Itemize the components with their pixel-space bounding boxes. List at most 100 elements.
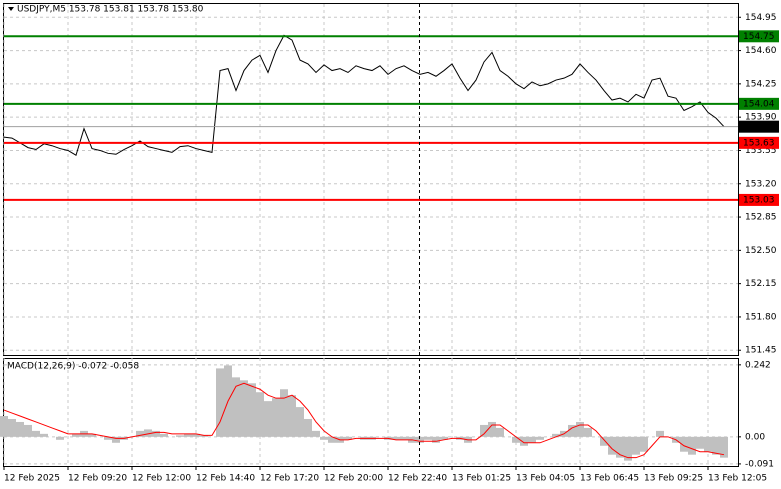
y-tick-label: 152.15 (745, 279, 777, 289)
level-label: 153.03 (743, 195, 775, 205)
histogram-bar (680, 436, 688, 452)
histogram-bar (496, 427, 504, 437)
histogram-bar (8, 418, 16, 437)
histogram-bar (320, 436, 328, 440)
histogram-bar (256, 392, 264, 437)
y-tick-label: 154.95 (745, 13, 777, 23)
histogram-bar (400, 436, 408, 440)
x-tick-label: 12 Feb 22:40 (388, 474, 447, 484)
histogram-bar (704, 436, 712, 452)
histogram-bar (192, 433, 200, 437)
x-tick-label: 12 Feb 17:20 (260, 474, 319, 484)
histogram-bar (240, 380, 248, 437)
histogram-bar (424, 436, 432, 440)
y-tick-label: 0.00 (745, 432, 765, 442)
histogram-bar (112, 436, 120, 443)
histogram-bar (32, 430, 40, 437)
histogram-bar (640, 436, 648, 452)
price-line (3, 34, 725, 156)
histogram-bar (136, 430, 144, 437)
histogram-bar (520, 436, 528, 446)
histogram-bar (216, 368, 224, 437)
histogram-bar (416, 436, 424, 443)
current-label: 153.80 (743, 122, 775, 132)
histogram-bar (176, 435, 184, 437)
x-tick-label: 13 Feb 04:05 (516, 474, 575, 484)
histogram-bar (440, 436, 448, 440)
y-tick-label: 154.25 (745, 79, 777, 89)
level-label-box (739, 97, 779, 110)
histogram-bar (296, 407, 304, 437)
histogram-bar (232, 377, 240, 437)
histogram-bar (264, 401, 272, 437)
level-label: 154.75 (743, 32, 775, 42)
histogram-bar (656, 430, 664, 437)
histogram-bar (688, 436, 696, 455)
histogram-bar (144, 429, 152, 437)
histogram-bar (56, 436, 64, 440)
y-tick-label: 152.50 (745, 246, 777, 256)
histogram-bar (536, 436, 544, 440)
x-tick-label: 13 Feb 01:25 (452, 474, 511, 484)
histogram-bar (24, 424, 32, 437)
histogram-bar (720, 436, 728, 458)
level-label-box (739, 193, 779, 206)
level-label: 153.63 (743, 138, 775, 148)
histogram-bar (600, 436, 608, 446)
histogram-bar (328, 436, 336, 443)
histogram-bar (152, 430, 160, 437)
histogram-bar (712, 436, 720, 455)
histogram-bar (0, 416, 8, 437)
histogram-bar (576, 421, 584, 437)
x-tick-label: 12 Feb 2025 (4, 474, 60, 484)
histogram-bar (584, 427, 592, 437)
histogram-bar (480, 424, 488, 437)
signal-line (3, 382, 725, 459)
histogram-bar (184, 433, 192, 437)
histogram-bar (488, 421, 496, 437)
histogram-bar (104, 436, 112, 440)
histogram-bar (160, 433, 168, 437)
histogram-bar (40, 433, 48, 437)
x-tick-label: 12 Feb 12:00 (132, 474, 191, 484)
current-label-box (739, 120, 779, 133)
histogram-bar (552, 433, 560, 437)
level-label: 154.04 (743, 99, 775, 109)
macd-title: MACD(12,26,9) -0.072 -0.058 (7, 362, 139, 372)
histogram-bar (608, 436, 616, 455)
histogram-bar (280, 389, 288, 437)
histogram-bar (392, 436, 400, 440)
x-tick-label: 12 Feb 20:00 (324, 474, 383, 484)
y-tick-label: 153.20 (745, 179, 777, 189)
histogram-bar (88, 433, 96, 437)
histogram-bar (512, 436, 520, 443)
histogram-bar (16, 421, 24, 437)
y-tick-label: -0.091 (745, 459, 774, 469)
histogram-bar (304, 418, 312, 437)
chart-title: USDJPY,M5 153.78 153.81 153.78 153.80 (17, 5, 204, 15)
y-tick-label: 152.85 (745, 213, 777, 223)
y-tick-label: 153.90 (745, 113, 777, 123)
y-tick-label: 151.45 (745, 346, 777, 356)
marks (0, 34, 738, 461)
histogram-bar (568, 424, 576, 437)
histogram-bar (624, 436, 632, 461)
level-label-box (739, 136, 779, 149)
histogram-bar (344, 436, 352, 440)
x-tick-label: 13 Feb 09:25 (644, 474, 703, 484)
y-tick-label: 151.80 (745, 312, 777, 322)
histogram-bar (312, 430, 320, 437)
level-label-box (739, 30, 779, 43)
histogram-bar (272, 398, 280, 437)
y-tick-label: 154.60 (745, 46, 777, 56)
histogram-bar (616, 436, 624, 458)
y-tick-label: 153.55 (745, 146, 777, 156)
x-tick-label: 13 Feb 12:05 (708, 474, 767, 484)
menu-triangle (8, 7, 14, 11)
y-tick-label: 0.242 (745, 360, 771, 370)
histogram-bar (248, 383, 256, 437)
x-tick-label: 13 Feb 06:45 (580, 474, 639, 484)
histogram-bar (432, 436, 440, 443)
x-tick-label: 12 Feb 09:20 (68, 474, 127, 484)
